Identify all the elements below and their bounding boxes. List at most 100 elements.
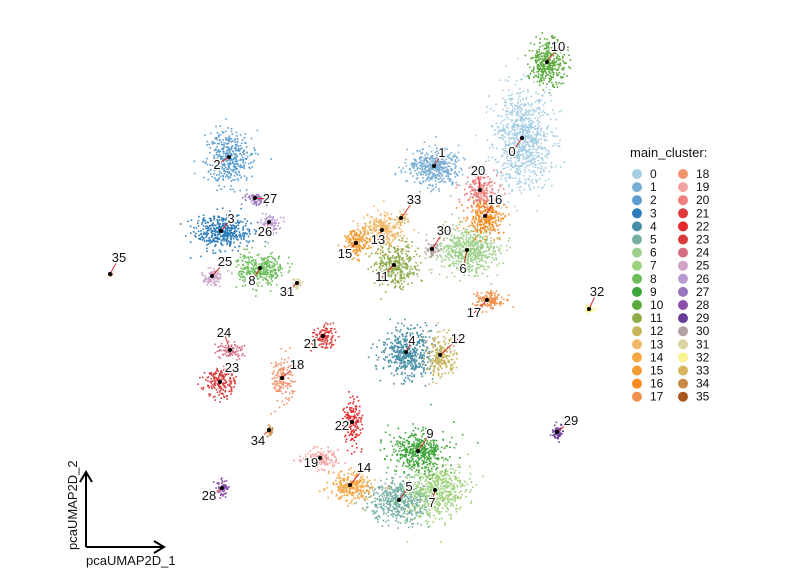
point (389, 503, 392, 506)
point (243, 268, 246, 270)
point (475, 253, 477, 256)
point (404, 372, 406, 375)
point (247, 271, 250, 273)
point (473, 233, 475, 235)
point (230, 146, 233, 148)
point (516, 119, 519, 121)
point (265, 278, 267, 280)
point (528, 134, 530, 136)
point (469, 266, 471, 269)
point (437, 152, 439, 155)
point (247, 267, 250, 270)
point (514, 140, 516, 143)
point (431, 495, 433, 498)
point (239, 134, 242, 136)
point (235, 172, 238, 175)
point (497, 132, 499, 134)
point (483, 268, 485, 271)
point (455, 478, 457, 481)
point (213, 218, 215, 221)
point (522, 98, 524, 100)
point (207, 232, 210, 235)
point (214, 229, 216, 231)
point (239, 166, 242, 169)
point (391, 491, 394, 493)
point (215, 227, 218, 229)
point (431, 474, 433, 476)
point (384, 490, 386, 493)
point (364, 509, 367, 512)
point (442, 457, 444, 459)
point (529, 125, 532, 128)
point (372, 501, 374, 503)
point (407, 348, 410, 350)
point (465, 232, 467, 234)
point (248, 260, 250, 263)
point (501, 137, 504, 139)
point (211, 176, 214, 178)
point (394, 336, 397, 338)
point (225, 146, 228, 148)
point (454, 251, 457, 253)
point (404, 501, 407, 503)
point (277, 268, 279, 271)
point (523, 74, 525, 76)
point (519, 131, 522, 134)
point (221, 148, 224, 151)
point (507, 76, 510, 78)
point (453, 153, 456, 156)
point (222, 175, 224, 178)
point (220, 172, 223, 175)
point (210, 231, 212, 233)
point (411, 448, 414, 450)
point (397, 497, 400, 499)
point (517, 111, 520, 114)
point (493, 241, 495, 244)
point (270, 278, 272, 280)
point (229, 151, 231, 153)
point (494, 253, 497, 256)
point (531, 140, 533, 142)
point (528, 185, 530, 188)
point (243, 165, 245, 168)
point (389, 505, 392, 508)
point (395, 368, 398, 371)
point (226, 171, 229, 173)
point (421, 493, 424, 496)
point (482, 254, 485, 257)
point (236, 219, 239, 222)
point (439, 172, 441, 175)
point (220, 240, 223, 242)
point (208, 143, 210, 146)
point (426, 468, 429, 471)
point (496, 274, 499, 276)
point (390, 361, 393, 364)
point (394, 508, 396, 511)
point (447, 508, 449, 511)
point (447, 175, 450, 178)
point (521, 147, 523, 150)
point (455, 172, 458, 175)
point (508, 133, 511, 135)
point (245, 256, 248, 259)
point (541, 162, 543, 164)
point (420, 372, 422, 375)
point (256, 266, 259, 269)
point (522, 124, 524, 127)
point (527, 102, 529, 104)
point (444, 469, 447, 472)
point (216, 227, 219, 229)
point (413, 162, 416, 164)
point (422, 429, 425, 431)
point (230, 174, 232, 176)
point (242, 232, 244, 234)
point (474, 259, 477, 261)
point (504, 140, 507, 143)
point (419, 190, 421, 193)
point (422, 354, 425, 356)
point (279, 267, 282, 270)
point (432, 505, 434, 507)
point (250, 275, 253, 278)
point (399, 362, 401, 365)
point (413, 368, 415, 370)
